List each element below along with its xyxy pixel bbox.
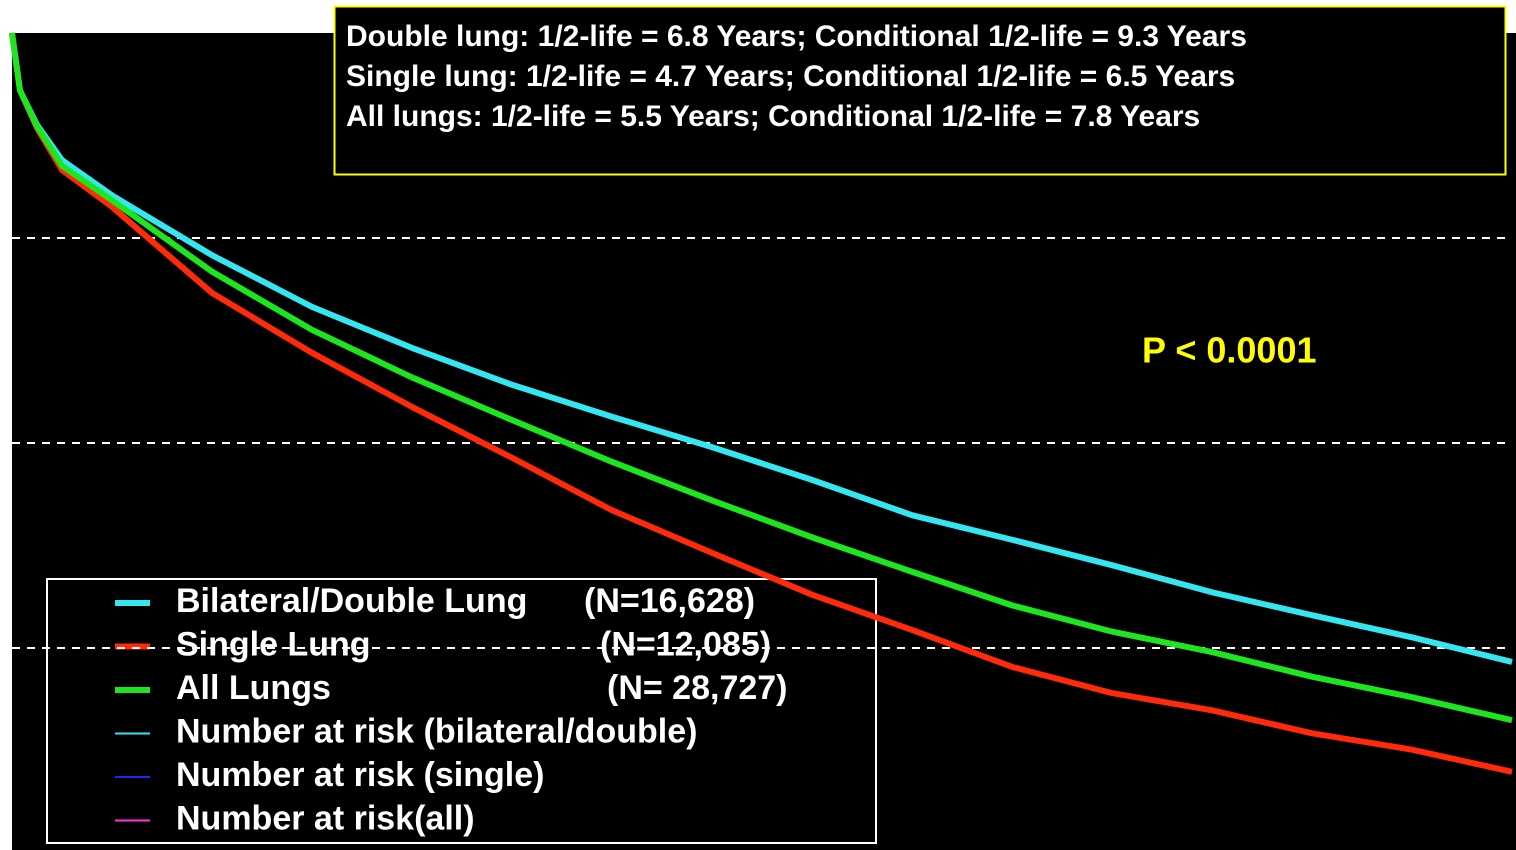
- annotation-text: Double lung: 1/2-life = 6.8 Years; Condi…: [346, 20, 1247, 53]
- survival-line: [9, 32, 1513, 775]
- survival-line: [9, 32, 1513, 665]
- legend-label: Bilateral/Double Lung: [176, 582, 527, 620]
- legend-label: Single Lung: [176, 625, 371, 663]
- annotation-text: Single lung: 1/2-life = 4.7 Years; Condi…: [346, 60, 1235, 93]
- legend-n: (N= 28,727): [607, 669, 788, 707]
- legend-n: (N=12,085): [600, 625, 771, 663]
- legend-label: Number at risk(all): [176, 799, 475, 837]
- legend-label: Number at risk (bilateral/double): [176, 712, 697, 750]
- legend-label: Number at risk (single): [176, 756, 544, 794]
- legend-n: (N=16,628): [584, 582, 755, 620]
- annotation-text: All lungs: 1/2-life = 5.5 Years; Conditi…: [346, 100, 1200, 133]
- legend-box: [46, 578, 877, 844]
- annotation-box: [333, 5, 1507, 176]
- p-value: P < 0.0001: [1142, 330, 1317, 371]
- survival-line: [9, 32, 1513, 724]
- legend-label: All Lungs: [176, 669, 331, 707]
